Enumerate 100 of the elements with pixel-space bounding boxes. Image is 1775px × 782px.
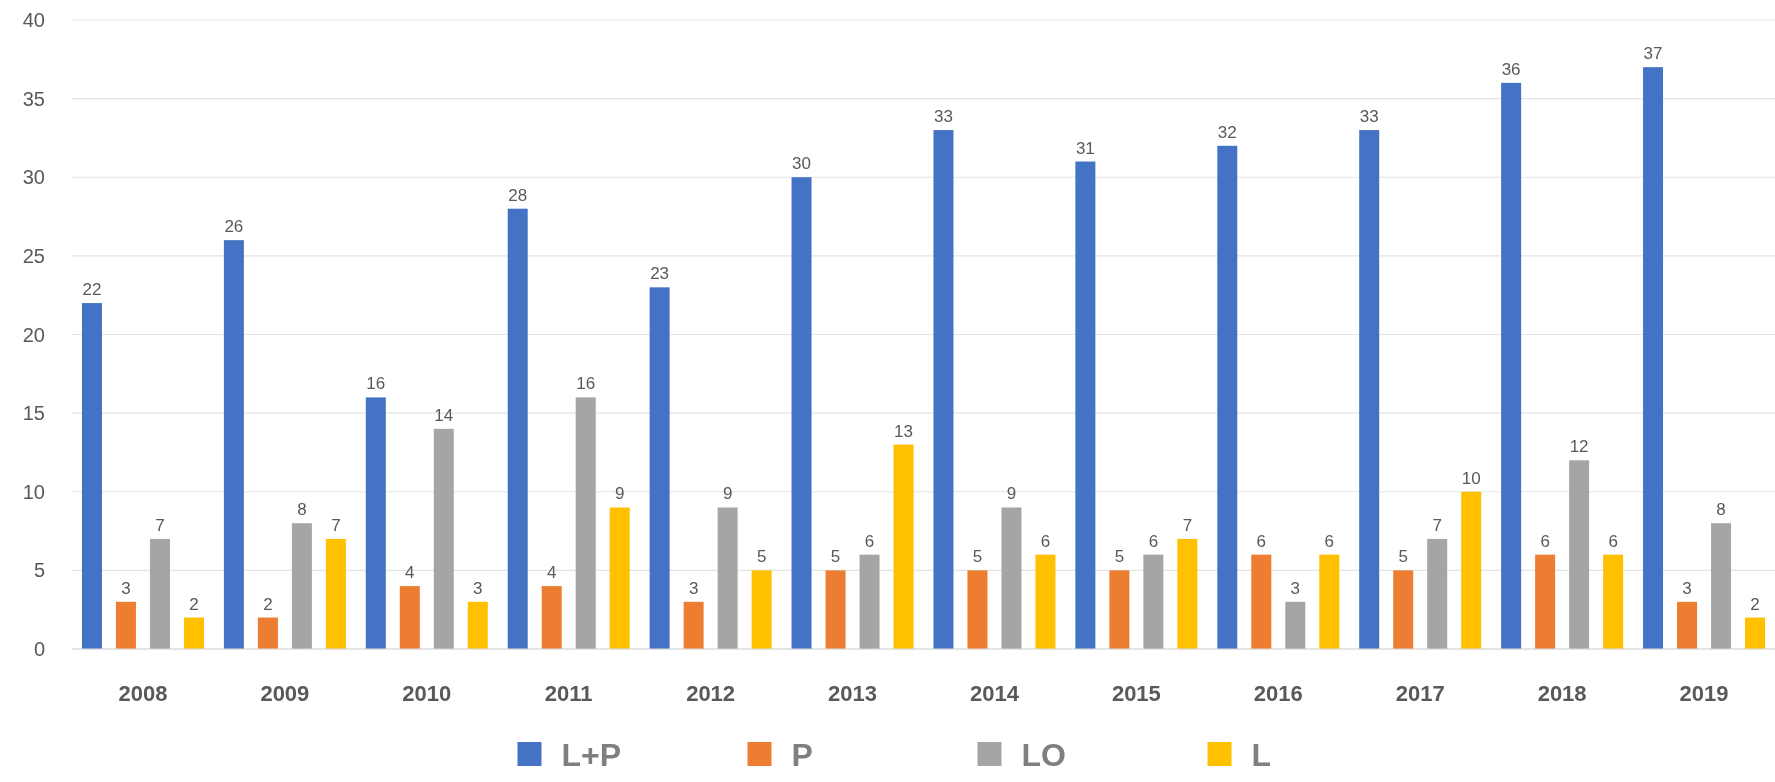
bar bbox=[1603, 554, 1624, 649]
data-label: 7 bbox=[1432, 515, 1442, 535]
x-tick-label: 2009 bbox=[260, 681, 310, 706]
x-tick-label: 2018 bbox=[1537, 681, 1587, 706]
data-label: 8 bbox=[297, 500, 307, 520]
y-tick-label: 30 bbox=[22, 166, 45, 189]
data-label: 3 bbox=[1290, 578, 1301, 598]
data-label: 16 bbox=[576, 374, 596, 394]
data-label: 30 bbox=[792, 154, 811, 174]
x-tick-label: 2019 bbox=[1679, 681, 1729, 706]
x-tick-label: 2016 bbox=[1253, 681, 1303, 706]
data-label: 37 bbox=[1643, 44, 1663, 64]
legend-label: L+P bbox=[561, 737, 622, 774]
data-label: 32 bbox=[1217, 122, 1237, 142]
bar bbox=[1427, 538, 1448, 649]
bar bbox=[1217, 145, 1238, 649]
data-label: 6 bbox=[1324, 531, 1335, 551]
data-label: 31 bbox=[1075, 138, 1095, 158]
data-label: 5 bbox=[830, 547, 841, 567]
bar bbox=[1359, 130, 1380, 649]
data-label: 2 bbox=[1750, 594, 1760, 614]
data-label: 16 bbox=[366, 374, 386, 394]
data-label: 5 bbox=[1114, 547, 1125, 567]
bar bbox=[1035, 554, 1056, 649]
bar bbox=[1677, 601, 1698, 649]
bar bbox=[325, 538, 346, 649]
bar bbox=[81, 303, 102, 649]
data-label: 7 bbox=[1182, 515, 1193, 535]
bar bbox=[257, 617, 278, 649]
data-label: 6 bbox=[1040, 531, 1051, 551]
data-label: 14 bbox=[434, 405, 454, 425]
data-label: 13 bbox=[894, 421, 913, 441]
data-label: 4 bbox=[405, 563, 415, 583]
data-label: 5 bbox=[972, 547, 983, 567]
data-label: 9 bbox=[614, 484, 625, 504]
data-label: 7 bbox=[155, 515, 165, 535]
bar bbox=[1109, 570, 1130, 649]
bar bbox=[893, 444, 914, 649]
y-tick-label: 25 bbox=[22, 244, 45, 267]
bar bbox=[115, 601, 136, 649]
bar bbox=[1535, 554, 1556, 649]
data-label: 6 bbox=[864, 531, 875, 551]
data-label: 36 bbox=[1501, 59, 1521, 79]
y-tick-label: 0 bbox=[33, 638, 45, 660]
data-label: 9 bbox=[1006, 484, 1017, 504]
data-label: 26 bbox=[224, 217, 244, 237]
bar bbox=[575, 397, 596, 649]
bar bbox=[1251, 554, 1272, 649]
data-label: 9 bbox=[722, 484, 733, 504]
y-tick-label: 20 bbox=[22, 323, 45, 346]
y-tick-label: 40 bbox=[22, 9, 45, 31]
data-label: 3 bbox=[473, 578, 483, 598]
bar bbox=[365, 397, 386, 649]
bar bbox=[649, 287, 670, 649]
data-label: 5 bbox=[1398, 547, 1408, 567]
bar bbox=[1075, 161, 1096, 649]
data-label: 33 bbox=[1359, 107, 1379, 127]
bar bbox=[1711, 523, 1732, 649]
bar bbox=[683, 601, 704, 649]
bar bbox=[1143, 554, 1164, 649]
data-label: 5 bbox=[756, 547, 767, 567]
bar bbox=[791, 177, 812, 649]
data-label: 23 bbox=[650, 264, 670, 284]
data-label: 7 bbox=[331, 515, 341, 535]
y-tick-label: 5 bbox=[33, 559, 45, 582]
x-tick-label: 2014 bbox=[969, 681, 1020, 706]
bar bbox=[717, 507, 738, 649]
data-label: 2 bbox=[189, 594, 199, 614]
bar bbox=[507, 208, 528, 649]
bar bbox=[933, 130, 954, 649]
data-label: 3 bbox=[1682, 578, 1692, 598]
bar bbox=[967, 570, 988, 649]
bar bbox=[1501, 82, 1522, 649]
x-tick-label: 2015 bbox=[1111, 681, 1161, 706]
y-tick-label: 15 bbox=[22, 402, 45, 425]
x-tick-label: 2017 bbox=[1395, 681, 1445, 706]
data-label: 3 bbox=[121, 578, 131, 598]
y-tick-label: 35 bbox=[22, 87, 45, 110]
x-tick-label: 2010 bbox=[402, 681, 452, 706]
data-label: 12 bbox=[1569, 437, 1589, 457]
legend-label: L bbox=[1251, 737, 1272, 774]
x-tick-label: 2013 bbox=[828, 681, 878, 706]
bar bbox=[1319, 554, 1340, 649]
bar bbox=[541, 586, 562, 649]
x-tick-label: 2012 bbox=[686, 681, 736, 706]
bar bbox=[1177, 538, 1198, 649]
data-label: 2 bbox=[263, 594, 273, 614]
bar bbox=[1569, 460, 1590, 649]
bar bbox=[1745, 617, 1766, 649]
bar bbox=[1001, 507, 1022, 649]
bar bbox=[751, 570, 772, 649]
bar bbox=[149, 538, 170, 649]
bar bbox=[291, 523, 312, 649]
bar bbox=[609, 507, 630, 649]
legend-label: P bbox=[791, 737, 813, 774]
bar bbox=[1285, 601, 1306, 649]
bar bbox=[1461, 491, 1482, 649]
data-label: 4 bbox=[546, 563, 557, 583]
bar bbox=[399, 586, 420, 649]
data-label: 33 bbox=[934, 107, 953, 127]
